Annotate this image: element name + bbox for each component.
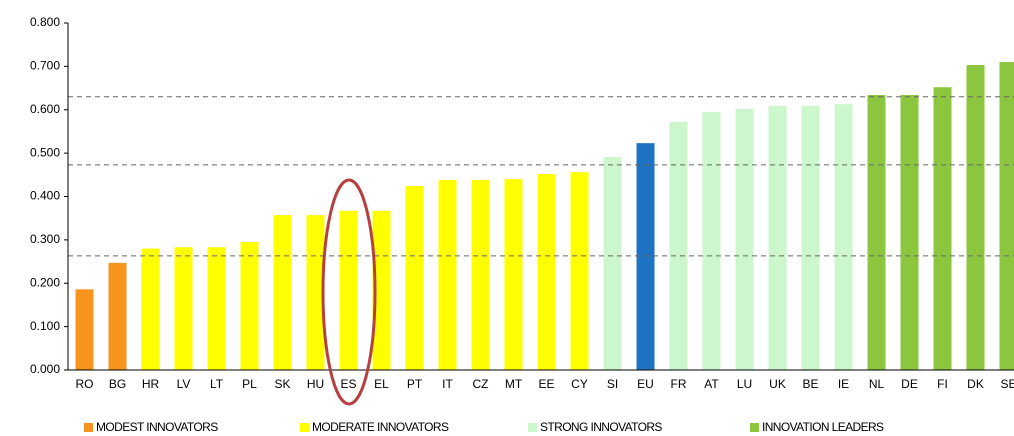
y-tick-label: 0.500 — [30, 145, 60, 159]
bar — [504, 179, 523, 370]
y-tick-label: 0.600 — [30, 102, 60, 116]
bar — [108, 262, 127, 370]
x-tick-label: ES — [340, 377, 356, 391]
x-tick-label: MT — [505, 377, 523, 391]
bar — [306, 215, 325, 370]
x-tick-label: DE — [901, 377, 918, 391]
bar — [75, 289, 94, 370]
x-tick-label: EE — [538, 377, 554, 391]
legend-swatch — [528, 423, 537, 432]
bar — [702, 111, 721, 370]
y-tick-label: 0.200 — [30, 275, 60, 289]
bar — [537, 173, 556, 370]
x-tick-label: DK — [967, 377, 984, 391]
x-tick-label: PL — [242, 377, 257, 391]
x-tick-label: SI — [607, 377, 618, 391]
legend-swatch — [750, 423, 759, 432]
y-tick-label: 0.100 — [30, 319, 60, 333]
x-tick-label: CY — [571, 377, 588, 391]
bar — [174, 247, 193, 370]
y-tick-label: 0.000 — [30, 362, 60, 376]
legend-swatch — [84, 423, 93, 432]
bar — [603, 157, 622, 370]
bar — [999, 62, 1014, 370]
bar — [801, 105, 820, 370]
x-tick-label: HR — [142, 377, 160, 391]
y-tick-label: 0.400 — [30, 189, 60, 203]
bar — [768, 105, 787, 370]
x-tick-label: LV — [177, 377, 191, 391]
bar — [273, 215, 292, 370]
x-tick-label: LU — [737, 377, 752, 391]
x-tick-label: AT — [704, 377, 719, 391]
bar — [405, 186, 424, 370]
bar — [636, 143, 655, 370]
y-tick-label: 0.800 — [30, 15, 60, 29]
y-tick-label: 0.300 — [30, 232, 60, 246]
legend-label: STRONG INNOVATORS — [540, 420, 662, 434]
x-tick-label: PT — [407, 377, 423, 391]
x-tick-label: LT — [210, 377, 224, 391]
x-tick-label: BE — [802, 377, 818, 391]
legend-label: MODEST INNOVATORS — [96, 420, 218, 434]
x-tick-label: NL — [869, 377, 885, 391]
bar — [867, 95, 886, 370]
bar — [900, 95, 919, 370]
bar — [966, 65, 985, 370]
bar — [735, 108, 754, 370]
bar — [669, 121, 688, 371]
bar — [207, 247, 226, 370]
legend-label: INNOVATION LEADERS — [762, 420, 884, 434]
x-tick-label: SK — [274, 377, 290, 391]
bar — [570, 172, 589, 370]
bar — [141, 248, 160, 370]
bar — [240, 242, 259, 370]
bar — [933, 87, 952, 370]
x-tick-label: IE — [838, 377, 849, 391]
bar — [438, 180, 457, 370]
x-tick-label: FI — [937, 377, 948, 391]
y-tick-label: 0.700 — [30, 59, 60, 73]
x-tick-label: FR — [671, 377, 687, 391]
bar — [372, 210, 391, 370]
x-tick-label: EL — [374, 377, 389, 391]
x-tick-label: HU — [307, 377, 324, 391]
highlight-ellipse — [321, 178, 377, 406]
bar — [339, 210, 358, 370]
x-tick-label: IT — [442, 377, 453, 391]
x-tick-label: UK — [769, 377, 786, 391]
x-tick-label: BG — [109, 377, 126, 391]
bar — [471, 180, 490, 370]
legend-label: MODERATE INNOVATORS — [312, 420, 449, 434]
bar — [834, 104, 853, 370]
x-tick-label: RO — [76, 377, 94, 391]
x-tick-label: CZ — [473, 377, 489, 391]
legend-swatch — [300, 423, 309, 432]
x-tick-label: EU — [637, 377, 654, 391]
x-tick-label: SE — [1000, 377, 1014, 391]
